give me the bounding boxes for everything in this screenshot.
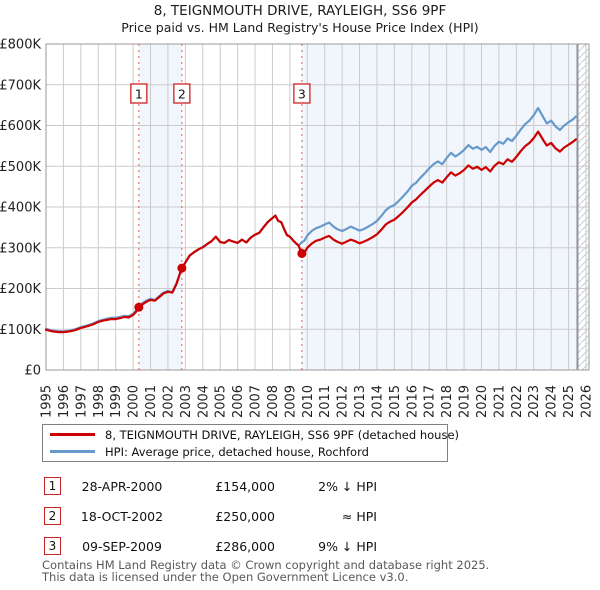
x-axis-tick-label: 2017 xyxy=(423,385,438,418)
x-axis-tick-label: 2020 xyxy=(475,385,490,418)
x-axis-tick-label: 2001 xyxy=(144,385,159,418)
page-subtitle: Price paid vs. HM Land Registry's House … xyxy=(121,20,479,35)
x-axis-tick-label: 1998 xyxy=(92,385,107,418)
x-axis-tick-label: 2007 xyxy=(249,385,264,418)
legend-label-price: 8, TEIGNMOUTH DRIVE, RAYLEIGH, SS6 9PF (… xyxy=(105,427,460,442)
legend-item-hpi: HPI: Average price, detached house, Roch… xyxy=(43,445,447,459)
x-axis-tick-label: 2008 xyxy=(266,385,281,418)
chart-legend: 8, TEIGNMOUTH DRIVE, RAYLEIGH, SS6 9PF (… xyxy=(42,424,459,462)
sale-price: £154,000 xyxy=(215,478,275,494)
x-axis-tick-label: 2003 xyxy=(179,385,194,418)
footer-line-1: Contains HM Land Registry data © Crown c… xyxy=(42,558,490,572)
x-axis-tick-label: 2010 xyxy=(301,385,316,418)
y-axis-tick-label: £600K xyxy=(0,119,41,134)
legend-item-price: 8, TEIGNMOUTH DRIVE, RAYLEIGH, SS6 9PF (… xyxy=(43,428,459,442)
table-row: 1 28-APR-2000 £154,000 2% ↓ HPI xyxy=(44,477,377,495)
sale-vs-hpi: 9% ↓ HPI xyxy=(318,538,377,554)
x-axis-tick-label: 2022 xyxy=(510,385,525,418)
sale-price: £286,000 xyxy=(215,538,275,554)
sale-marker-label-box xyxy=(293,83,311,104)
x-axis-tick-label: 2025 xyxy=(562,385,577,418)
footer-line-2: This data is licensed under the Open Gov… xyxy=(42,570,409,585)
y-axis-tick-label: £700K xyxy=(0,78,41,93)
sale-marker-label: 3 xyxy=(298,87,306,102)
x-axis-tick-label: 1995 xyxy=(40,385,55,418)
sale-number-badge: 3 xyxy=(44,537,61,555)
y-axis-tick-label: £500K xyxy=(0,160,41,175)
y-axis-tick-label: £800K xyxy=(0,38,41,53)
plot-border xyxy=(45,43,590,371)
sale-marker-label: 1 xyxy=(135,87,143,102)
page-title: 8, TEIGNMOUTH DRIVE, RAYLEIGH, SS6 9PF xyxy=(153,3,447,19)
y-axis-tick-label: £200K xyxy=(0,282,41,297)
sale-marker-dot xyxy=(177,263,187,273)
sale-number-badge: 1 xyxy=(44,477,61,495)
y-axis-tick-label: £0 xyxy=(24,364,41,379)
x-axis-tick-label: 2023 xyxy=(527,385,542,418)
transactions-table: 1 28-APR-2000 £154,000 2% ↓ HPI 2 18-OCT… xyxy=(44,477,377,567)
table-row: 3 09-SEP-2009 £286,000 9% ↓ HPI xyxy=(44,537,377,555)
hpi-line-swatch xyxy=(50,450,95,453)
price-line-swatch xyxy=(50,433,95,436)
sale-date: 28-APR-2000 xyxy=(81,478,163,494)
sale-date: 18-OCT-2002 xyxy=(80,508,164,524)
sale-date: 09-SEP-2009 xyxy=(82,538,162,554)
y-axis-tick-label: £300K xyxy=(0,241,41,256)
x-axis-tick-label: 2014 xyxy=(370,385,385,418)
x-axis-tick-label: 2012 xyxy=(336,385,351,418)
x-axis-tick-label: 2006 xyxy=(231,385,246,418)
x-axis-tick-label: 2024 xyxy=(545,385,560,418)
x-axis-tick-label: 2016 xyxy=(405,385,420,418)
x-axis-tick-label: 1996 xyxy=(57,385,72,418)
x-axis-tick-label: 2002 xyxy=(161,385,176,418)
sale-marker-dot xyxy=(297,248,307,258)
x-axis-tick-label: 2009 xyxy=(283,385,298,418)
x-axis-tick-label: 2018 xyxy=(440,385,455,418)
x-axis-tick-label: 1999 xyxy=(109,385,124,418)
sale-number-badge: 2 xyxy=(44,507,61,525)
sale-marker-label-box xyxy=(173,83,191,104)
sale-marker-label-box xyxy=(130,83,148,104)
sale-vs-hpi: ≈ HPI xyxy=(341,508,377,524)
x-axis-tick-label: 2021 xyxy=(492,385,507,418)
legend-label-hpi: HPI: Average price, detached house, Roch… xyxy=(105,444,369,459)
price-history-chart: 1 2 3 £0 £100K £200K £300K £400K £500K £600K £700K… xyxy=(0,38,595,419)
sale-vs-hpi: 2% ↓ HPI xyxy=(318,478,377,494)
y-axis-tick-label: £400K xyxy=(0,201,41,216)
x-axis-tick-label: 2004 xyxy=(196,385,211,418)
x-axis-tick-label: 2026 xyxy=(580,385,595,418)
y-axis-tick-label: £100K xyxy=(0,323,41,338)
x-axis-tick-label: 2011 xyxy=(318,385,333,418)
x-axis-tick-label: 2013 xyxy=(353,385,368,418)
x-axis-tick-label: 2015 xyxy=(388,385,403,418)
license-footer: Contains HM Land Registry data © Crown c… xyxy=(42,559,489,584)
x-axis-tick-label: 2019 xyxy=(458,385,473,418)
sale-marker-dot xyxy=(134,302,144,312)
x-axis-tick-label: 2000 xyxy=(127,385,142,418)
sale-marker-label: 2 xyxy=(178,87,186,102)
x-axis-tick-label: 1997 xyxy=(74,385,89,418)
table-row: 2 18-OCT-2002 £250,000 ≈ HPI xyxy=(44,507,377,525)
sale-price: £250,000 xyxy=(215,508,275,524)
x-axis-tick-label: 2005 xyxy=(214,385,229,418)
